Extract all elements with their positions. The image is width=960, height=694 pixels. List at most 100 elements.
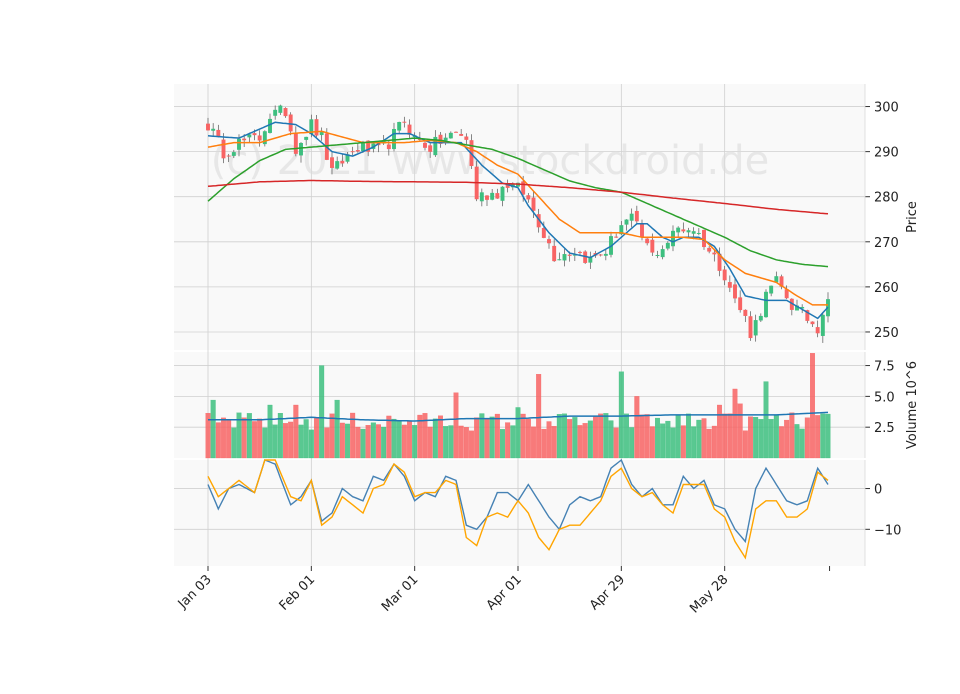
candle-body <box>433 136 438 156</box>
candle-body <box>278 105 283 113</box>
candle-body <box>288 114 293 132</box>
candle-body <box>779 276 784 287</box>
x-tick-label: Apr 01 <box>484 572 525 613</box>
volume-bar <box>701 418 707 459</box>
volume-bar <box>593 415 598 459</box>
volume-bar <box>696 419 702 459</box>
volume-bar <box>577 425 583 459</box>
price-axis-label: Price <box>905 201 920 233</box>
candle-body <box>769 285 774 294</box>
candle-body <box>640 224 644 238</box>
volume-bar <box>758 419 764 459</box>
volume-bar <box>660 423 666 459</box>
candle-body <box>340 160 345 164</box>
volume-bar <box>345 423 350 459</box>
candle-body <box>350 151 355 153</box>
volume-bar <box>396 421 402 459</box>
candle-body <box>407 124 412 135</box>
candle-body <box>479 192 484 202</box>
volume-bar <box>556 414 562 459</box>
volume-bar <box>722 413 728 459</box>
x-tick-label: Jan 03 <box>175 572 215 612</box>
indicator-line-2 <box>207 459 829 560</box>
volume-ma-line <box>208 411 829 422</box>
volume-bar <box>711 425 717 459</box>
volume-bar <box>546 421 552 459</box>
volume-bar <box>629 427 635 459</box>
candle-body <box>257 135 262 141</box>
ma-200-line <box>207 179 829 215</box>
y-tick-label-volume: 2.5 <box>874 421 895 436</box>
volume-bar <box>494 413 500 459</box>
candle-body <box>428 145 433 152</box>
volume-bar <box>680 425 686 459</box>
y-tick-label-volume: 5.0 <box>874 390 895 405</box>
candle-body <box>795 305 799 311</box>
candle-body <box>299 142 303 156</box>
candle-body <box>764 291 768 318</box>
candle-body <box>397 121 402 131</box>
volume-bar <box>422 413 428 459</box>
volume-bar <box>531 426 536 459</box>
candle-body <box>216 129 221 137</box>
y-tick-label-price: 260 <box>874 281 899 296</box>
volume-bar <box>572 417 578 459</box>
volume-bar <box>675 415 681 459</box>
volume-bar <box>489 416 495 459</box>
volume-bar <box>644 414 650 459</box>
volume-bar <box>262 427 268 459</box>
volume-bar <box>365 425 371 459</box>
candle-body <box>727 282 732 288</box>
candle-body <box>283 108 288 117</box>
candle-body <box>273 109 278 116</box>
volume-bar <box>210 399 216 459</box>
panel-bg-indicator <box>174 460 865 566</box>
volume-bar <box>272 424 278 459</box>
volume-bar <box>804 417 810 459</box>
volume-bar <box>748 416 753 459</box>
volume-bar <box>329 413 335 459</box>
panel-bg-price <box>174 84 865 350</box>
candle-body <box>820 314 825 336</box>
volume-bar <box>515 407 521 459</box>
volume-bar <box>634 396 640 459</box>
volume-bar <box>789 412 795 459</box>
volume-bar <box>598 413 604 459</box>
volume-bar <box>370 422 376 459</box>
volume-bar <box>484 418 490 459</box>
candle-body <box>319 132 324 136</box>
volume-bar <box>649 426 655 459</box>
volume-bar <box>706 428 712 459</box>
volume-bar <box>448 425 454 459</box>
candle-body <box>572 254 577 256</box>
candle-body <box>443 137 448 141</box>
volume-bar <box>252 421 257 459</box>
candle-body <box>495 193 500 199</box>
candle-body <box>547 239 551 244</box>
volume-bar <box>686 413 691 459</box>
volume-bar <box>350 412 356 459</box>
candle-body <box>536 214 541 228</box>
volume-bar <box>799 428 805 459</box>
volume-bar <box>608 420 614 459</box>
volume-bar <box>582 423 588 459</box>
candle-body <box>758 315 763 321</box>
volume-bar <box>655 417 660 459</box>
volume-bar <box>613 427 619 459</box>
volume-bar <box>215 422 221 459</box>
volume-bar <box>825 413 831 459</box>
volume-bar <box>520 413 526 459</box>
volume-bar <box>505 422 511 459</box>
candle-body <box>655 254 660 256</box>
candle-body <box>774 276 779 283</box>
candle-body <box>717 253 722 271</box>
ma-20-line <box>207 130 828 306</box>
volume-bar <box>205 413 211 459</box>
candle-body <box>386 144 391 150</box>
candle-body <box>789 298 794 310</box>
y-tick-label-price: 290 <box>874 146 899 161</box>
volume-bar <box>246 413 252 459</box>
y-tick-label-price: 270 <box>874 236 899 251</box>
candle-body <box>696 232 701 234</box>
volume-bar <box>360 428 366 459</box>
